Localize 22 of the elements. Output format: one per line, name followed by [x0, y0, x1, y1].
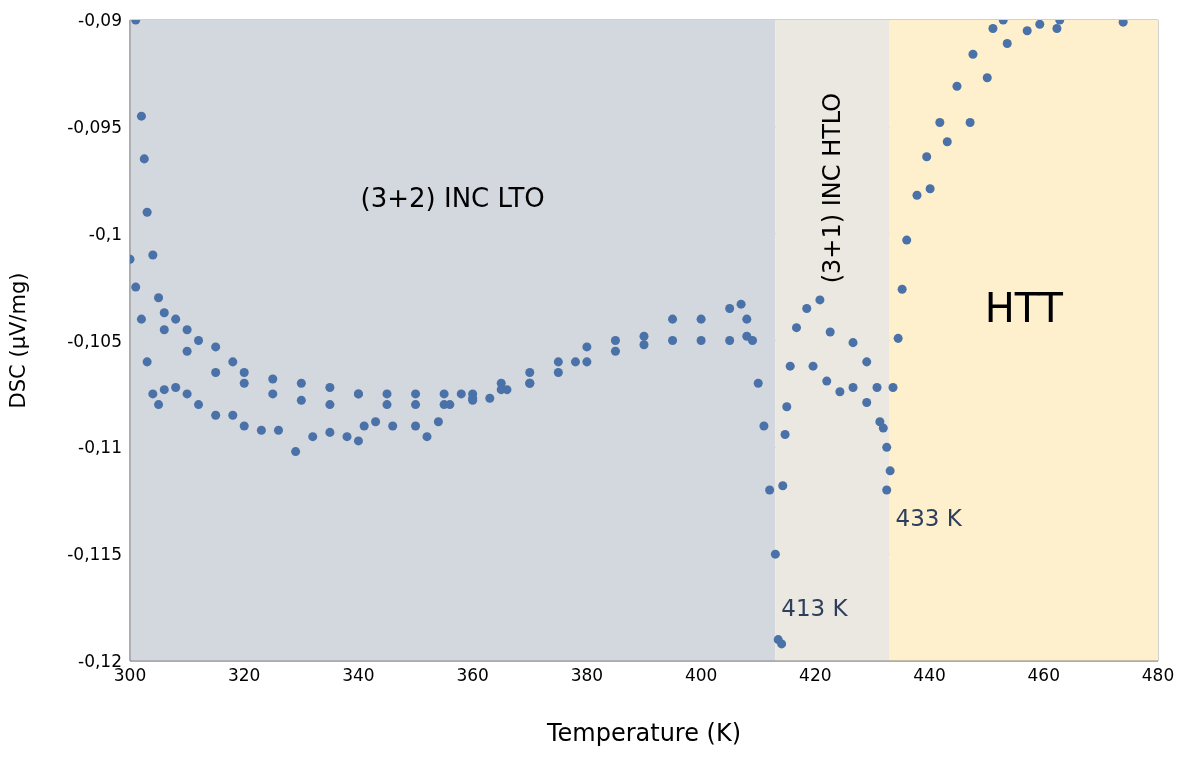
y-tick-label: -0,105: [67, 330, 122, 351]
x-tick-label: 400: [684, 665, 718, 686]
y-tick-label: -0,09: [78, 10, 122, 31]
x-tick-label: 420: [799, 665, 832, 686]
band-label: (3+2) INC LTO: [360, 183, 545, 213]
y-tick-label: -0,095: [67, 116, 122, 137]
annotation: 413 K: [781, 594, 849, 621]
y-tick-label: -0,1: [88, 223, 122, 244]
annotation: 433 K: [895, 505, 963, 532]
band-label: (3+1) INC HTLO: [818, 92, 847, 284]
band-label: HTT: [984, 285, 1064, 331]
x-tick-label: 340: [342, 665, 375, 686]
x-tick-label: 360: [456, 665, 489, 686]
x-tick-label: 440: [913, 665, 946, 686]
x-tick-label: 320: [228, 665, 261, 686]
x-tick-label: 480: [1141, 665, 1175, 686]
x-tick-label: 460: [1027, 665, 1060, 686]
y-tick-label: -0,11: [78, 437, 122, 458]
x-axis-title: Temperature (K): [545, 719, 742, 747]
x-tick-label: 380: [570, 665, 604, 686]
y-tick-label: -0,115: [67, 544, 122, 565]
y-axis-title: DSC (µV/mg): [6, 272, 31, 409]
